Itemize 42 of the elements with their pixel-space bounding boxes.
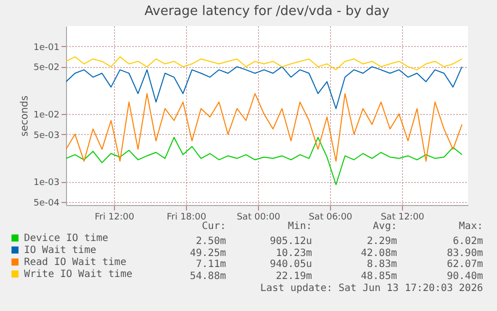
text: 905.12u (270, 236, 312, 248)
line-series (66, 136, 462, 186)
y-tick-label: 1e-02 (34, 110, 60, 120)
x-tick-label: Fri 18:00 (166, 212, 207, 222)
text: 2.29m (366, 236, 397, 248)
x-tick-label: Sat 12:00 (380, 212, 425, 222)
x-tick-label: Fri 12:00 (94, 212, 135, 222)
y-tick-label: 5e-03 (34, 130, 60, 141)
legend-label: IO Wait time (24, 245, 96, 256)
text: Avg: (372, 221, 397, 233)
y-axis-title: seconds (20, 96, 31, 136)
text: 62.07m (446, 259, 483, 272)
y-tick-label: 1e-01 (34, 42, 60, 53)
text: 6.02m (452, 236, 483, 248)
text: Min: (288, 221, 312, 233)
y-tick-label: 1e-03 (34, 178, 60, 188)
text: 8.83m (366, 259, 397, 272)
line-series (66, 93, 462, 162)
text: Cur: (202, 221, 226, 233)
text: 90.40m (446, 271, 483, 284)
text: 42.08m (360, 248, 397, 260)
text: 49.25m (190, 248, 226, 260)
x-tick-label: Sat 00:00 (236, 212, 281, 222)
legend-label: Device IO time (24, 233, 108, 244)
legend-label: Write IO Wait time (24, 269, 132, 280)
text: 7.11m (196, 259, 226, 272)
line-series (66, 66, 462, 110)
y-tick-label: 5e-02 (34, 63, 60, 74)
text: 10.23m (276, 248, 312, 260)
text: 940.05u (270, 259, 312, 272)
text: 54.88m (190, 271, 226, 284)
y-tick-label: 5e-04 (34, 198, 60, 208)
line-series (66, 56, 462, 70)
text: 83.90m (446, 248, 483, 260)
text: Max: (458, 221, 483, 233)
text: Last update: Sat Jun 13 17:20:03 2026 (260, 283, 483, 295)
legend-label: Read IO Wait time (24, 257, 126, 268)
text: 2.50m (196, 236, 226, 248)
chart-title: Average latency for /dev/vda - by day (144, 4, 390, 19)
text: 48.85m (360, 271, 397, 284)
text: 22.19m (276, 271, 312, 283)
x-tick-label: Sat 06:00 (308, 212, 353, 222)
